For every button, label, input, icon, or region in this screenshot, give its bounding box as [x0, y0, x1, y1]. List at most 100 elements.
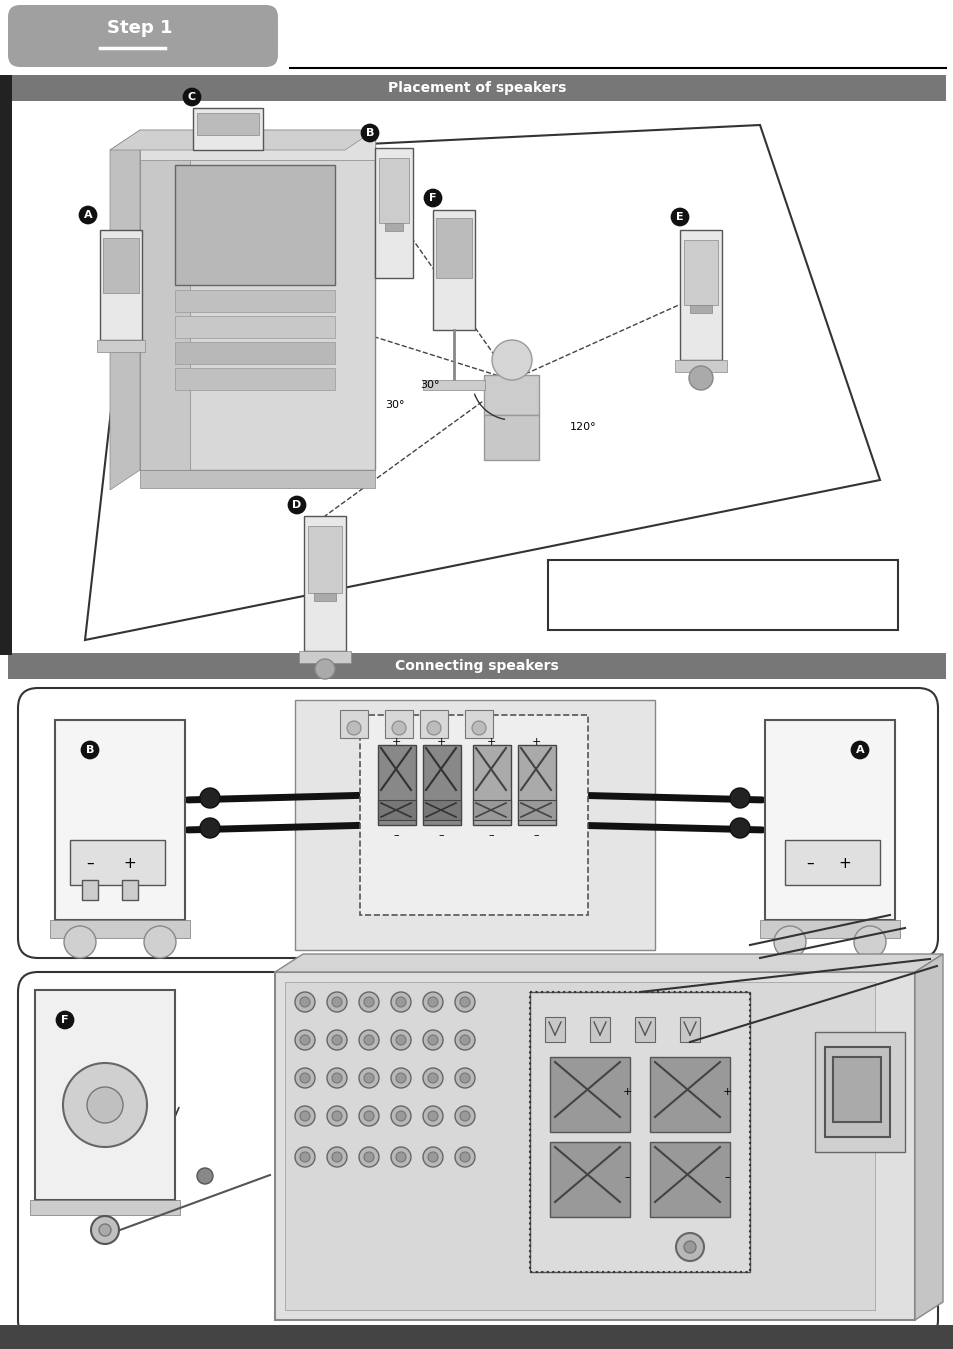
Text: +: +: [838, 855, 850, 870]
Bar: [174, 290, 335, 312]
Circle shape: [327, 1031, 347, 1050]
Text: +: +: [531, 737, 540, 747]
Polygon shape: [110, 130, 140, 490]
Text: –: –: [533, 830, 538, 840]
Circle shape: [358, 992, 378, 1012]
Circle shape: [729, 817, 749, 838]
Circle shape: [364, 997, 374, 1006]
Bar: [679, 1017, 700, 1041]
Text: +: +: [721, 1087, 731, 1097]
Circle shape: [144, 925, 175, 958]
Bar: [196, 113, 258, 135]
Text: A: A: [855, 745, 863, 755]
Circle shape: [395, 997, 406, 1006]
Bar: [82, 880, 98, 900]
Bar: [422, 745, 460, 826]
Circle shape: [455, 992, 475, 1012]
Bar: [433, 210, 475, 331]
Bar: [304, 517, 346, 652]
Bar: [832, 1058, 880, 1122]
Bar: [385, 710, 413, 738]
Text: –: –: [86, 855, 93, 870]
Circle shape: [392, 720, 406, 735]
Circle shape: [364, 1152, 374, 1161]
Circle shape: [688, 366, 712, 390]
Bar: [547, 560, 897, 630]
Circle shape: [200, 817, 220, 838]
Bar: [544, 1017, 564, 1041]
Text: F: F: [61, 1014, 69, 1025]
Circle shape: [395, 1112, 406, 1121]
Text: –: –: [723, 1172, 729, 1182]
Circle shape: [391, 1068, 411, 1089]
Bar: [274, 973, 914, 1321]
FancyBboxPatch shape: [18, 973, 937, 1340]
Circle shape: [327, 992, 347, 1012]
Circle shape: [200, 788, 220, 808]
Bar: [530, 992, 749, 1272]
Bar: [517, 745, 556, 826]
Bar: [375, 148, 413, 278]
Text: 30°: 30°: [385, 401, 404, 410]
Bar: [760, 920, 899, 938]
Bar: [422, 800, 460, 820]
Bar: [97, 340, 145, 352]
Text: –: –: [805, 855, 813, 870]
Circle shape: [299, 1152, 310, 1161]
Circle shape: [196, 1168, 213, 1184]
Bar: [764, 720, 894, 920]
Circle shape: [455, 1147, 475, 1167]
FancyBboxPatch shape: [18, 688, 937, 958]
Bar: [285, 982, 874, 1310]
Bar: [464, 710, 493, 738]
Circle shape: [327, 1068, 347, 1089]
Circle shape: [364, 1112, 374, 1121]
Text: A: A: [84, 210, 92, 220]
Circle shape: [428, 1152, 437, 1161]
Circle shape: [455, 1068, 475, 1089]
Text: Placement of speakers: Placement of speakers: [388, 81, 565, 94]
Bar: [473, 745, 511, 826]
Circle shape: [314, 660, 335, 679]
Text: +: +: [436, 737, 445, 747]
Circle shape: [459, 1112, 470, 1121]
Circle shape: [332, 1152, 341, 1161]
Bar: [784, 840, 879, 885]
Text: B: B: [86, 745, 94, 755]
Bar: [8, 653, 945, 679]
Bar: [8, 101, 945, 646]
Bar: [339, 710, 368, 738]
Circle shape: [294, 992, 314, 1012]
Bar: [55, 720, 185, 920]
Circle shape: [676, 1233, 703, 1261]
Bar: [483, 375, 538, 415]
Bar: [378, 158, 409, 223]
Text: +: +: [124, 855, 136, 870]
Circle shape: [422, 1031, 442, 1050]
Circle shape: [395, 1152, 406, 1161]
Circle shape: [459, 1152, 470, 1161]
Circle shape: [428, 1112, 437, 1121]
Text: E: E: [676, 212, 683, 223]
Bar: [174, 368, 335, 390]
Bar: [140, 130, 375, 469]
Bar: [683, 240, 718, 305]
Circle shape: [294, 1147, 314, 1167]
Circle shape: [422, 1068, 442, 1089]
Bar: [0, 76, 12, 656]
Bar: [422, 380, 484, 390]
Circle shape: [428, 997, 437, 1006]
Circle shape: [459, 1072, 470, 1083]
Text: D: D: [292, 500, 301, 510]
Circle shape: [63, 1063, 147, 1147]
Circle shape: [332, 997, 341, 1006]
Circle shape: [422, 1147, 442, 1167]
Text: –: –: [393, 830, 398, 840]
Circle shape: [492, 340, 532, 380]
Bar: [314, 594, 335, 602]
Bar: [30, 1201, 180, 1215]
Circle shape: [294, 1031, 314, 1050]
Circle shape: [395, 1035, 406, 1045]
Text: B: B: [365, 128, 374, 138]
Circle shape: [459, 1035, 470, 1045]
